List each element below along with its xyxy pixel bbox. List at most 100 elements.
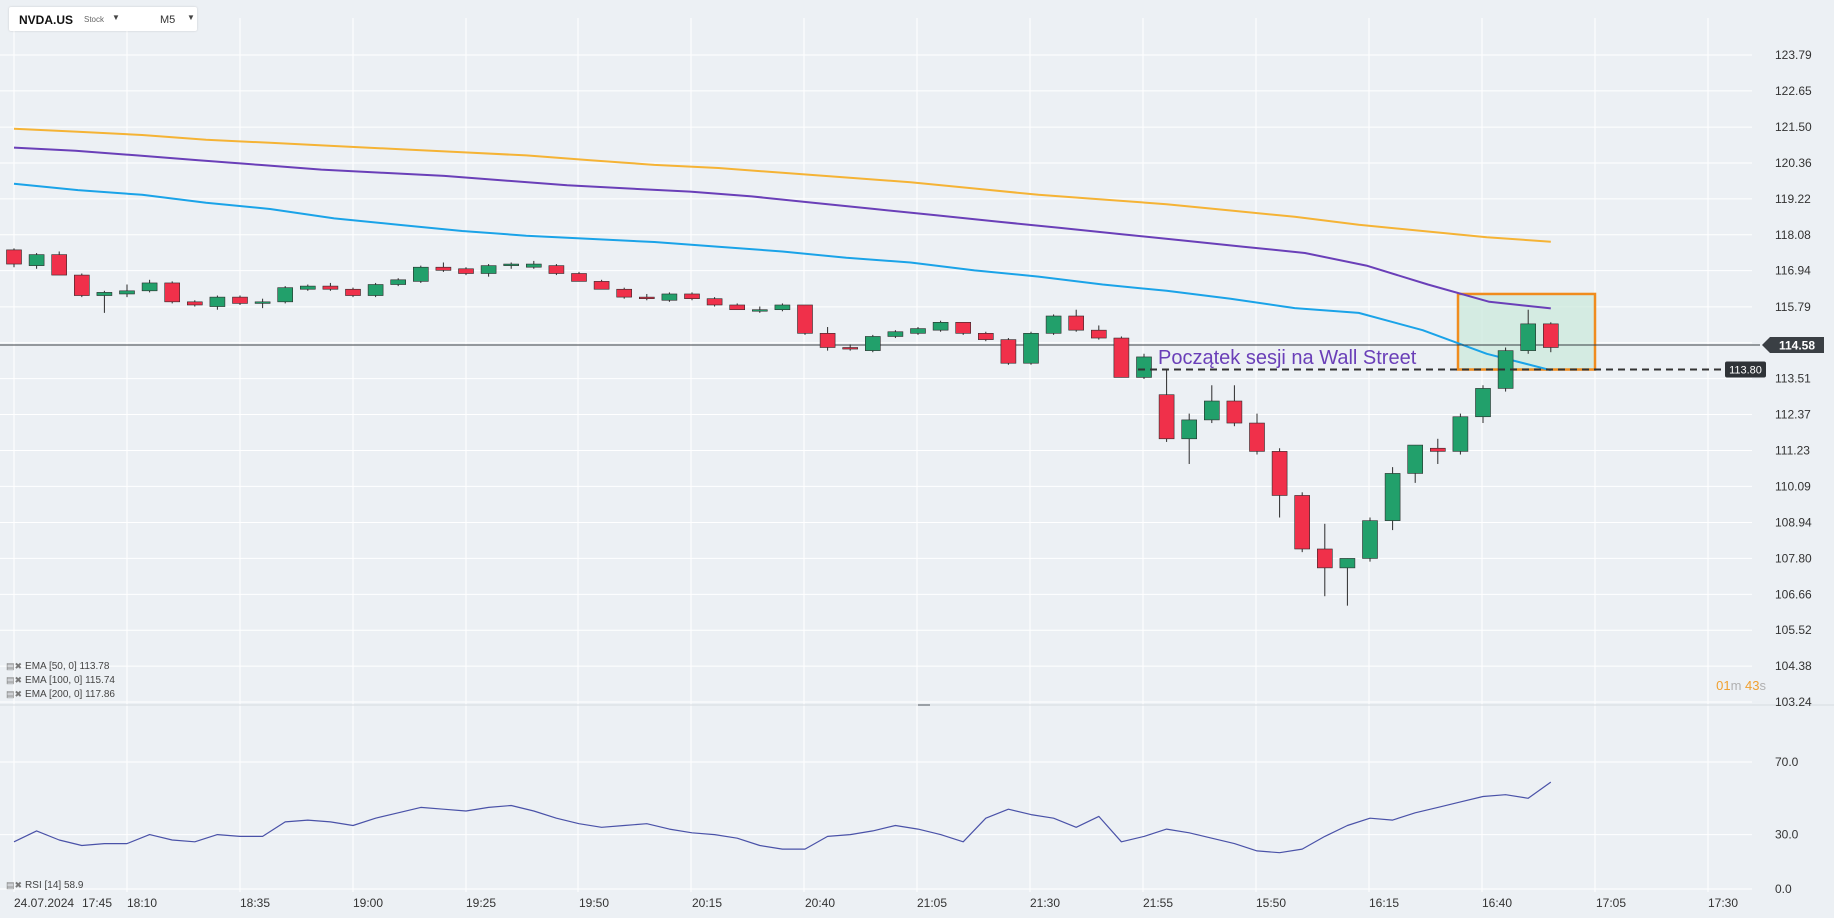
candle-body — [119, 290, 135, 295]
settings-close-icon[interactable]: ▤✖ — [6, 661, 23, 671]
y-tick-label: 111.23 — [1775, 443, 1810, 457]
x-tick-label: 19:00 — [353, 896, 383, 910]
candle-body — [1294, 495, 1310, 550]
candle-body — [164, 282, 180, 303]
settings-close-icon[interactable]: ▤✖ — [6, 880, 23, 890]
x-tick-label: 17:05 — [1596, 896, 1626, 910]
candle-body — [1362, 520, 1378, 559]
candle-body — [819, 333, 836, 348]
candle-body — [638, 296, 655, 299]
timeframe-caret-down-icon[interactable]: ▼ — [187, 13, 195, 22]
y-tick-label: 119.22 — [1775, 192, 1811, 206]
candle-body — [571, 273, 587, 282]
candle-body — [1543, 323, 1559, 348]
candle-body — [209, 296, 226, 307]
candle-body — [277, 287, 294, 303]
candle-body — [977, 333, 994, 340]
x-date-label: 24.07.2024 — [14, 896, 74, 910]
candle-body — [1068, 315, 1084, 331]
candle-body — [254, 301, 271, 304]
ema-200-legend[interactable]: ▤✖ EMA [200, 0] 117.86 — [6, 689, 115, 700]
x-tick-label: 18:10 — [127, 896, 157, 910]
annotation-text: Początek sesji na Wall Street — [1158, 347, 1417, 369]
candle-body — [1271, 451, 1288, 496]
y-tick-label: 115.79 — [1775, 300, 1811, 314]
candle-body — [96, 292, 113, 296]
y-tick-label: 103.24 — [1775, 695, 1812, 709]
candle-body — [864, 336, 881, 351]
candle-body — [503, 263, 520, 266]
y-tick-label: 105.52 — [1775, 623, 1812, 637]
ema-100-value: 115.74 — [85, 675, 115, 686]
candle-body — [1113, 337, 1130, 378]
settings-close-icon[interactable]: ▤✖ — [6, 689, 23, 699]
x-tick-label: 16:15 — [1369, 896, 1399, 910]
candle-body — [345, 288, 361, 296]
y-tick-label: 122.65 — [1775, 84, 1812, 98]
rsi-legend[interactable]: ▤✖ RSI [14] 58.9 — [6, 880, 83, 891]
current-price-label: 114.58 — [1779, 338, 1815, 352]
timeframe-select[interactable]: M5 — [160, 14, 176, 26]
candle-body — [367, 284, 384, 296]
ema-100-line — [13, 146, 1551, 310]
candle-body — [322, 285, 339, 290]
y-tick-label: 123.79 — [1775, 48, 1812, 62]
candle-body — [51, 254, 68, 276]
candle-body — [1339, 558, 1356, 569]
level-label: 113.80 — [1729, 365, 1762, 377]
y-tick-label: 113.51 — [1775, 372, 1811, 386]
y-tick-label: 118.08 — [1775, 228, 1811, 242]
candle-body — [751, 309, 768, 312]
candle-body — [548, 265, 565, 274]
candle-body — [1023, 333, 1039, 364]
candle-body — [1249, 422, 1265, 452]
ema-50-label: EMA — [25, 661, 47, 672]
candle-body — [28, 254, 45, 266]
rsi-label: RSI — [25, 880, 42, 891]
candle-body — [774, 304, 791, 311]
x-tick-label: 20:15 — [692, 896, 722, 910]
candle-body — [842, 347, 859, 350]
level-badge-bg — [1725, 361, 1766, 378]
y-tick-label: 107.80 — [1775, 551, 1812, 565]
candle-body — [480, 265, 497, 274]
x-tick-label: 17:45 — [82, 896, 112, 910]
candle-body — [1158, 394, 1175, 440]
candle-body — [1430, 447, 1446, 452]
candle-body — [932, 322, 949, 331]
symbol-caret-down-icon[interactable]: ▼ — [112, 13, 120, 22]
y-tick-label: 104.38 — [1775, 659, 1812, 673]
y-tick-label: 121.50 — [1775, 120, 1812, 134]
current-price-badge-bg — [1762, 336, 1824, 353]
y-tick-label: 120.36 — [1775, 156, 1812, 170]
ema-50-legend[interactable]: ▤✖ EMA [50, 0] 113.78 — [6, 661, 109, 672]
instrument-toolbar[interactable]: NVDA.US Stock ▼ M5 ▼ — [9, 7, 197, 31]
symbol-label[interactable]: NVDA.US — [19, 13, 74, 27]
candle-body — [955, 322, 972, 334]
candle-body — [390, 279, 407, 285]
candle-body — [1091, 329, 1107, 339]
candle-body — [435, 266, 452, 271]
candle-body — [74, 274, 90, 296]
candle-body — [1475, 388, 1491, 418]
x-tick-label: 16:40 — [1482, 896, 1512, 910]
ema-200-value: 117.86 — [85, 689, 115, 700]
settings-close-icon[interactable]: ▤✖ — [6, 675, 23, 685]
ema-100-legend[interactable]: ▤✖ EMA [100, 0] 115.74 — [6, 675, 115, 686]
candle-body — [887, 331, 904, 337]
candle-body — [1181, 419, 1197, 440]
candle-body — [299, 285, 316, 290]
symbol-type-label: Stock — [84, 15, 105, 24]
candle-body — [1204, 400, 1220, 421]
candle-body — [1520, 323, 1536, 351]
candle-body — [232, 296, 248, 304]
rsi-params: [14] — [44, 880, 62, 891]
countdown-m-unit: m — [1730, 678, 1742, 693]
candle-body — [910, 328, 926, 334]
pane-resize-handle — [918, 704, 930, 706]
x-tick-label: 20:40 — [805, 896, 835, 910]
y-tick-label: 106.66 — [1775, 587, 1812, 601]
x-tick-label: 21:05 — [917, 896, 947, 910]
countdown-minutes: 01 — [1716, 678, 1731, 693]
